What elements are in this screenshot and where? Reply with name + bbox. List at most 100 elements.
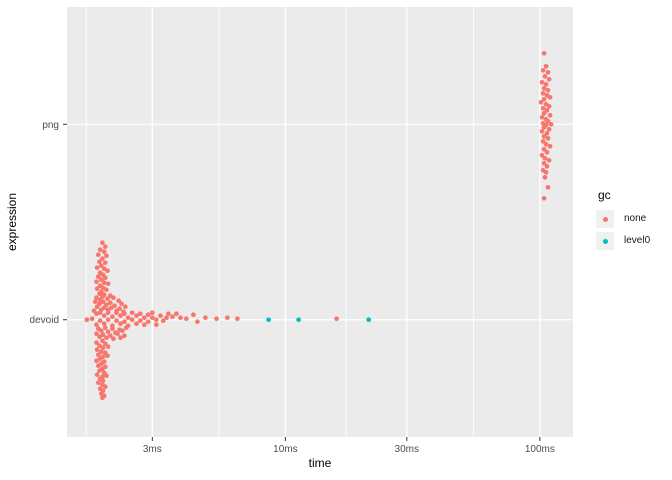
data-point-none <box>122 333 127 339</box>
data-point-none <box>542 155 548 161</box>
data-point-none <box>540 67 546 73</box>
data-point-none <box>541 133 547 139</box>
data-point-none <box>541 85 547 91</box>
data-point-none <box>100 378 106 384</box>
data-point-none <box>94 295 99 301</box>
data-point-none <box>105 353 110 359</box>
data-point-none <box>145 319 151 325</box>
data-point-none <box>107 333 113 339</box>
data-point-none <box>97 343 102 349</box>
data-point-none <box>104 287 109 293</box>
data-point-none <box>118 321 123 327</box>
legend-item-label: level0 <box>624 235 651 246</box>
data-point-none <box>97 318 103 324</box>
data-point-none <box>94 304 100 310</box>
data-point-none <box>105 310 111 316</box>
data-point-none <box>129 317 135 323</box>
data-point-none <box>101 280 107 286</box>
legend-key <box>596 210 614 228</box>
data-point-none <box>541 124 547 130</box>
data-point-none <box>102 244 108 250</box>
data-point-none <box>98 277 104 283</box>
data-point-none <box>203 315 208 321</box>
data-point-none <box>214 316 219 322</box>
data-point-none <box>546 76 552 82</box>
data-point-none <box>111 336 116 342</box>
data-point-none <box>153 322 159 328</box>
data-point-none <box>544 130 550 136</box>
x-tick-label: 30ms <box>395 444 419 455</box>
data-point-none <box>94 372 100 378</box>
data-point-none <box>137 311 143 317</box>
data-point-none <box>114 318 119 324</box>
data-point-none <box>102 260 108 266</box>
data-point-none <box>548 121 554 127</box>
data-point-none <box>153 317 159 323</box>
data-point-none <box>95 252 101 258</box>
panel-background <box>67 7 573 437</box>
data-point-none <box>102 275 108 281</box>
data-point-none <box>235 316 240 322</box>
data-point-none <box>170 314 175 320</box>
data-point-none <box>546 157 552 163</box>
legend-key <box>596 232 614 250</box>
data-point-none <box>134 321 139 327</box>
data-point-level0 <box>296 317 301 323</box>
data-point-none <box>166 311 171 317</box>
data-point-none <box>540 105 546 111</box>
data-point-none <box>102 325 108 331</box>
data-point-level0 <box>266 317 271 323</box>
data-point-none <box>97 368 102 374</box>
data-point-none <box>137 318 143 324</box>
data-point-none <box>160 318 166 324</box>
data-point-none <box>95 274 101 280</box>
data-point-none <box>95 380 101 386</box>
data-point-none <box>97 334 102 340</box>
data-point-none <box>174 311 179 317</box>
data-point-none <box>543 81 549 87</box>
data-point-none <box>101 249 107 255</box>
data-point-none <box>546 103 552 109</box>
data-point-none <box>541 50 547 56</box>
data-point-none <box>100 332 106 338</box>
data-point-none <box>101 313 107 319</box>
data-point-none <box>545 135 551 141</box>
data-point-none <box>104 253 109 259</box>
data-point-none <box>195 319 200 325</box>
data-point-none <box>118 335 123 341</box>
data-point-none <box>105 281 111 287</box>
data-point-none <box>89 316 95 322</box>
y-axis-title: expression <box>5 192 19 252</box>
data-point-none <box>547 143 553 149</box>
data-point-none <box>100 338 105 344</box>
data-point-none <box>183 316 189 322</box>
data-point-none <box>94 340 99 346</box>
data-point-none <box>149 315 155 321</box>
data-point-none <box>540 90 546 96</box>
data-point-none <box>94 331 99 337</box>
data-point-none <box>95 352 101 358</box>
data-point-none <box>541 110 547 116</box>
data-point-none <box>164 315 169 321</box>
data-point-level0 <box>366 317 372 323</box>
data-point-none <box>118 313 123 319</box>
data-point-none <box>122 304 128 310</box>
data-point-none <box>94 311 99 317</box>
data-point-none <box>545 184 551 190</box>
data-point-none <box>97 310 103 316</box>
data-point-none <box>539 114 545 120</box>
legend-item-label: none <box>624 213 647 224</box>
data-point-none <box>158 313 163 319</box>
data-point-none <box>105 329 111 335</box>
data-point-none <box>97 356 103 362</box>
data-point-none <box>94 279 99 285</box>
legend-item-none: none <box>596 210 650 228</box>
data-point-none <box>544 149 550 155</box>
data-point-none <box>141 315 147 321</box>
data-point-none <box>100 395 105 401</box>
x-tick-label: 100ms <box>525 444 555 455</box>
legend-items: none level0 <box>596 210 650 250</box>
data-point-none <box>104 373 109 379</box>
data-point-none <box>541 146 547 152</box>
